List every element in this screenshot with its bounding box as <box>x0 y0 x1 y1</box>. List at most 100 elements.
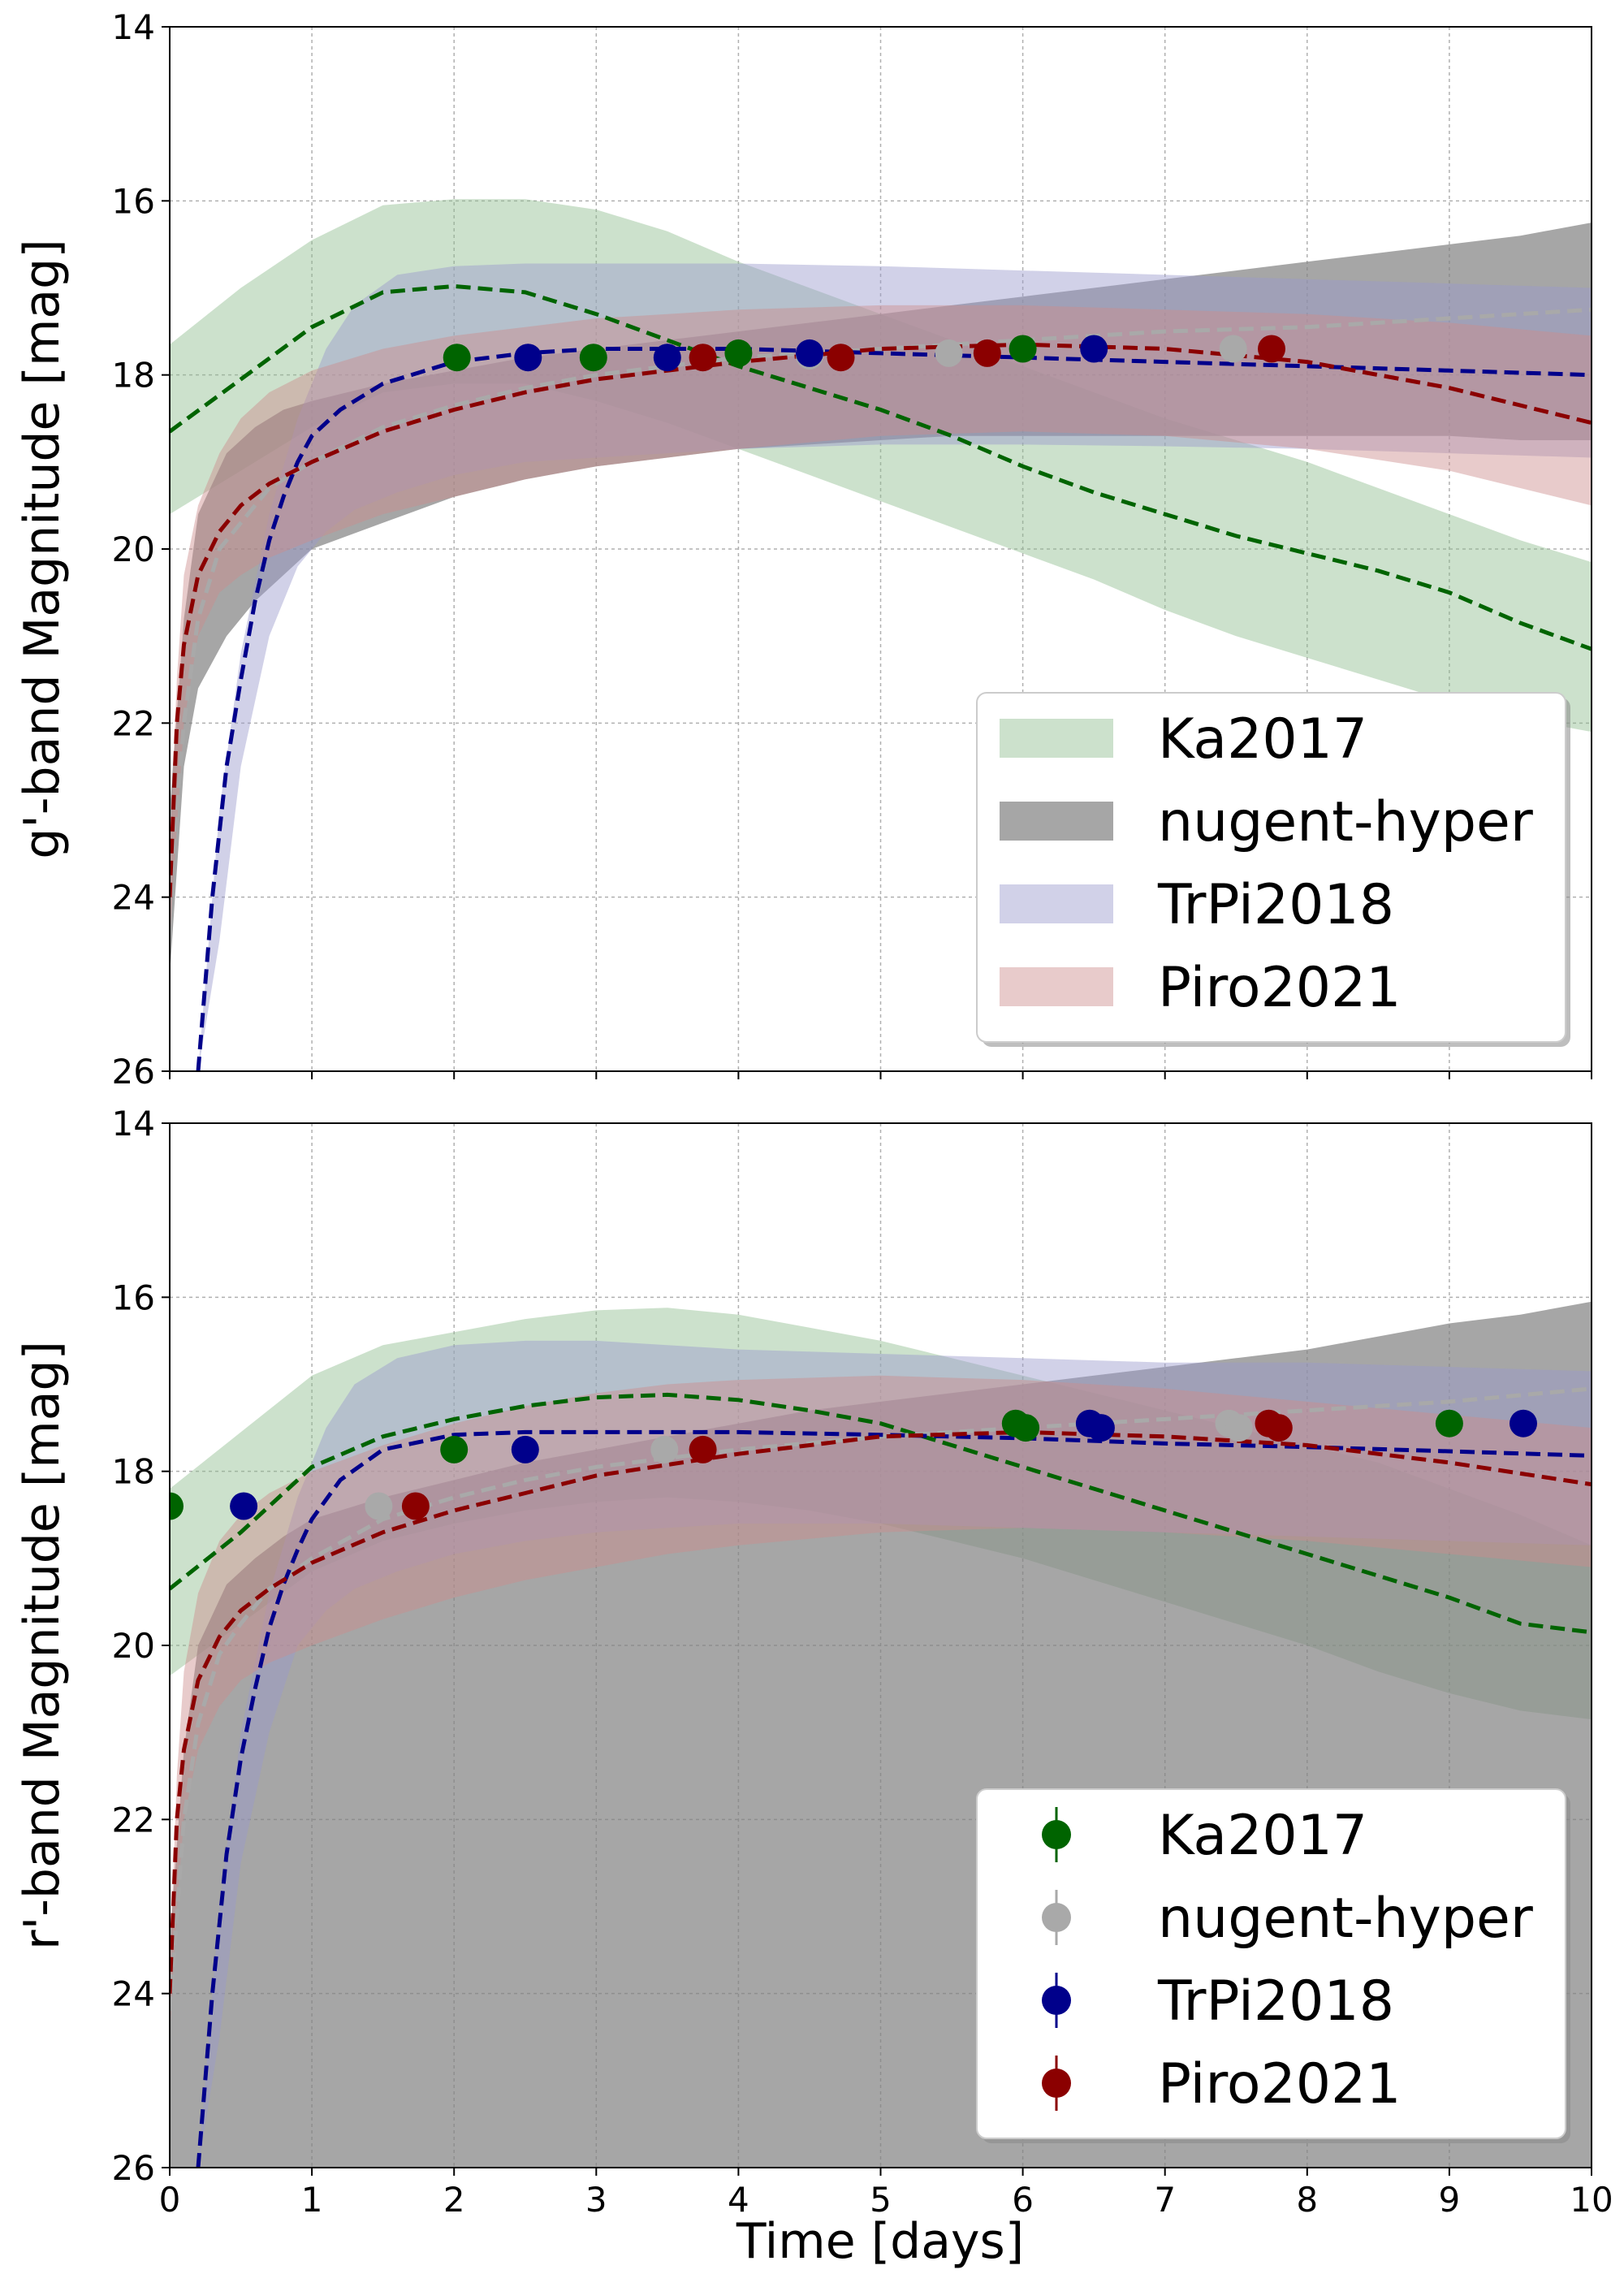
r-point-ka2017 <box>1012 1414 1040 1442</box>
g-ytick-label: 24 <box>112 878 155 918</box>
r-xtick-label: 10 <box>1570 2180 1613 2220</box>
r-ytick-label: 14 <box>112 1104 155 1143</box>
r-point-nugent-hyper <box>1224 1414 1253 1442</box>
r-legend-marker-nugent-hyper <box>1042 1903 1071 1932</box>
g-band-panel: 14 16 18 20 22 24 26 g'-band Magnitude [mag] K… <box>14 7 1592 1092</box>
g-ticks: 14 16 18 20 22 24 26 <box>112 7 1592 1092</box>
g-point-ka2017 <box>1009 335 1037 363</box>
g-point-ka2017 <box>724 339 753 367</box>
g-line-trpi2018 <box>196 347 1592 1071</box>
r-data-points <box>170 1409 1537 1520</box>
r-legend-label-piro2021: Piro2021 <box>1158 2052 1402 2116</box>
g-line-piro2021 <box>170 342 1592 897</box>
g-point-ka2017 <box>443 344 471 372</box>
r-point-piro2021 <box>401 1492 430 1520</box>
g-ytick-label: 16 <box>112 181 155 221</box>
g-point-trpi2018 <box>796 339 823 367</box>
g-point-piro2021 <box>973 339 1001 367</box>
r-model-lines <box>170 1386 1592 2168</box>
r-point-ka2017 <box>440 1435 469 1463</box>
r-line-trpi2018 <box>196 1429 1592 2168</box>
r-xtick-label: 2 <box>443 2180 465 2220</box>
g-legend: Ka2017 nugent-hyper TrPi2018 Piro2021 <box>976 692 1570 1047</box>
g-point-trpi2018 <box>1080 335 1108 363</box>
r-line-nugent-hyper <box>170 1386 1592 2012</box>
g-plot-area <box>170 199 1592 1071</box>
g-legend-label-ka2017: Ka2017 <box>1158 707 1367 772</box>
g-ytick-label: 20 <box>112 530 155 569</box>
r-legend-marker-ka2017 <box>1042 1820 1071 1849</box>
g-legend-swatch-ka2017 <box>1000 719 1113 758</box>
r-point-trpi2018 <box>1086 1414 1115 1442</box>
r-point-piro2021 <box>1264 1414 1293 1442</box>
g-legend-label-nugent-hyper: nugent-hyper <box>1158 790 1533 854</box>
g-point-piro2021 <box>827 344 855 372</box>
r-xtick-label: 5 <box>870 2180 892 2220</box>
r-xtick-label: 8 <box>1296 2180 1318 2220</box>
r-xtick-label: 4 <box>728 2180 749 2220</box>
r-point-piro2021 <box>689 1435 717 1463</box>
g-point-trpi2018 <box>653 344 681 372</box>
g-point-piro2021 <box>1258 335 1285 363</box>
g-ytick-label: 14 <box>112 7 155 47</box>
g-band-ka2017 <box>170 199 1592 733</box>
g-line-nugent-hyper <box>170 307 1592 897</box>
r-xlabel: Time [days] <box>736 2213 1024 2270</box>
r-band-panel: 0 1 2 3 4 5 6 7 8 9 10 14 16 18 20 22 24 26 r'-band Magni… <box>14 1104 1613 2270</box>
r-point-ka2017 <box>1435 1409 1463 1437</box>
r-line-piro2021 <box>170 1429 1592 1994</box>
g-band-piro2021 <box>170 305 1592 941</box>
g-point-ka2017 <box>579 344 607 372</box>
r-xtick-label: 0 <box>159 2180 181 2220</box>
g-legend-label-piro2021: Piro2021 <box>1158 956 1402 1020</box>
r-xtick-label: 7 <box>1154 2180 1176 2220</box>
r-xtick-label: 1 <box>301 2180 323 2220</box>
r-ytick-label: 16 <box>112 1278 155 1317</box>
r-point-nugent-hyper <box>650 1435 679 1463</box>
r-ytick-label: 20 <box>112 1626 155 1666</box>
g-legend-label-trpi2018: TrPi2018 <box>1157 873 1394 937</box>
g-legend-swatch-nugent-hyper <box>1000 802 1113 841</box>
g-data-points <box>443 335 1285 372</box>
g-point-trpi2018 <box>514 344 542 372</box>
g-model-lines <box>170 283 1592 1071</box>
g-point-piro2021 <box>689 344 717 372</box>
r-legend-box <box>976 1788 1566 2139</box>
r-point-trpi2018 <box>511 1435 539 1463</box>
r-ytick-label: 18 <box>112 1452 155 1492</box>
r-plot-area <box>170 1301 1592 2168</box>
r-legend: Ka2017 nugent-hyper TrPi2018 Piro2021 <box>976 1788 1570 2143</box>
r-bands <box>170 1301 1592 2168</box>
r-line-ka2017 <box>170 1392 1592 1635</box>
r-ytick-label: 22 <box>112 1800 155 1840</box>
g-point-nugent-hyper <box>935 339 963 367</box>
r-point-trpi2018 <box>1510 1409 1537 1437</box>
g-bands <box>170 199 1592 1071</box>
g-ylabel: g'-band Magnitude [mag] <box>14 239 71 858</box>
r-xtick-label: 6 <box>1012 2180 1034 2220</box>
r-ytick-label: 26 <box>112 2148 155 2188</box>
r-legend-label-ka2017: Ka2017 <box>1158 1804 1367 1868</box>
r-point-nugent-hyper <box>365 1492 393 1520</box>
r-point-ka2017 <box>170 1492 184 1520</box>
r-xtick-label: 3 <box>585 2180 607 2220</box>
r-xtick-label: 9 <box>1439 2180 1461 2220</box>
g-legend-box <box>976 692 1566 1043</box>
g-legend-swatch-trpi2018 <box>1000 884 1113 923</box>
g-ytick-label: 22 <box>112 703 155 743</box>
r-ticks: 0 1 2 3 4 5 6 7 8 9 10 14 16 18 20 22 24 26 <box>112 1104 1613 2220</box>
r-legend-marker-trpi2018 <box>1042 1986 1071 2015</box>
r-ylabel: r'-band Magnitude [mag] <box>14 1341 71 1950</box>
r-band-piro2021 <box>170 1375 1592 2038</box>
g-band-nugent-hyper <box>170 223 1592 976</box>
g-ytick-label: 26 <box>112 1052 155 1092</box>
r-legend-label-nugent-hyper: nugent-hyper <box>1158 1887 1533 1951</box>
r-point-trpi2018 <box>230 1492 258 1520</box>
g-point-nugent-hyper <box>1219 335 1247 363</box>
r-legend-label-trpi2018: TrPi2018 <box>1157 1969 1394 2034</box>
g-legend-swatch-piro2021 <box>1000 967 1113 1006</box>
g-line-ka2017 <box>170 283 1592 651</box>
r-legend-marker-piro2021 <box>1042 2069 1071 2098</box>
r-ytick-label: 24 <box>112 1974 155 2014</box>
g-ytick-label: 18 <box>112 356 155 396</box>
